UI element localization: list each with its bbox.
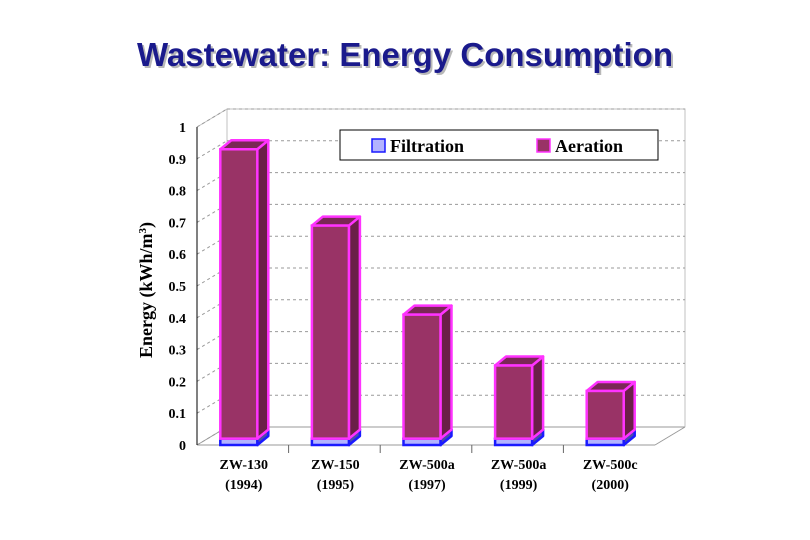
x-axis-labels: ZW-130 (1994) ZW-150 (1995) ZW-500a (1997) ZW-… [220, 445, 638, 493]
legend-filtration-label: Filtration [390, 136, 464, 156]
y-tick-label: 0.2 [169, 375, 187, 390]
x-tick-label: ZW-500c [583, 458, 638, 473]
y-tick-label: 0.5 [169, 280, 187, 295]
y-axis-label-sup: 3 [137, 227, 149, 233]
bar-aeration-5-front [585, 389, 625, 440]
y-tick-label: 0.9 [169, 153, 187, 168]
bar-aeration-2 [310, 215, 362, 440]
bar-aeration-1-front [219, 148, 259, 440]
bar-aeration-1 [219, 139, 270, 440]
y-axis-label-main: Energy (kWh/m [136, 233, 157, 358]
bar-aeration-4-side [530, 355, 545, 440]
bars [219, 139, 636, 447]
x-tick-label: ZW-150 [311, 458, 359, 473]
y-tick-label: 0.4 [169, 312, 187, 327]
bar-aeration-5 [585, 380, 636, 440]
x-tick-label: ZW-500a [491, 458, 546, 473]
legend-aeration-label: Aeration [555, 136, 623, 156]
legend-aeration-swatch [536, 138, 551, 153]
legend-box [339, 129, 659, 161]
bar-aeration-4-front [493, 364, 534, 440]
y-axis-label-close: ) [136, 222, 157, 228]
x-tick-label: ZW-500a [399, 458, 454, 473]
x-tick-year: (1999) [500, 478, 538, 493]
bar-aeration-4 [493, 355, 545, 440]
bar-aeration-2-side [347, 215, 362, 440]
x-tick-label: ZW-130 [220, 458, 268, 473]
page-title: Wastewater: Energy Consumption [136, 36, 673, 73]
y-tick-label: 0.8 [169, 185, 187, 200]
bar-aeration-3-front [402, 313, 442, 440]
legend-filtration-swatch [371, 138, 386, 153]
bar-aeration-1-side [256, 139, 270, 440]
bar-aeration-2-front [310, 224, 351, 440]
bar-aeration-3-side [439, 304, 453, 440]
x-tick-year: (2000) [592, 478, 630, 493]
legend: Filtration Aeration [339, 129, 659, 161]
floor-right-edge [654, 426, 686, 446]
y-tick-label: 0 [179, 439, 186, 454]
y-tick-label: 0.3 [169, 344, 187, 359]
y-axis-label: Energy (kWh/m3) [136, 222, 157, 358]
x-tick-year: (1997) [408, 478, 446, 493]
bar-aeration-3 [402, 304, 453, 440]
y-tick-label: 1 [179, 121, 186, 136]
x-tick-year: (1994) [225, 478, 263, 493]
y-tick-label: 0.6 [169, 248, 187, 263]
x-tick-year: (1995) [317, 478, 355, 493]
y-tick-label: 0.7 [169, 216, 187, 231]
side-wall-top-edge [196, 108, 228, 128]
y-tick-label: 0.1 [169, 407, 187, 422]
y-axis-ticks: 0 0.1 0.2 0.3 0.4 0.5 0.6 0.7 0.8 0.9 1 [169, 121, 198, 454]
